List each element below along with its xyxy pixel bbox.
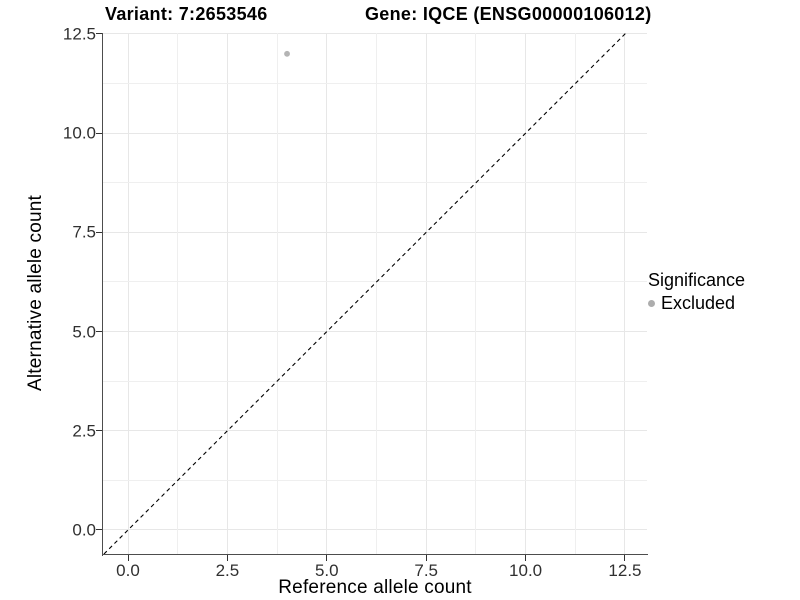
x-tick-mark [525, 555, 527, 561]
x-tick-label: 0.0 [116, 561, 140, 580]
x-tick-label: 10.0 [509, 561, 543, 580]
y-major-gridline [103, 231, 647, 233]
x-tick-label: 2.5 [215, 561, 240, 580]
y-tick-mark [96, 231, 102, 233]
plot-overlay [103, 33, 627, 554]
x-minor-gridline [276, 33, 278, 554]
plot-panel [103, 33, 647, 554]
x-tick-mark [127, 555, 129, 561]
data-point-excluded [284, 50, 290, 57]
x-tick-label: 7.5 [414, 561, 439, 580]
x-minor-gridline [475, 33, 477, 554]
y-tick-label: 2.5 [72, 421, 96, 441]
legend-entry-excluded: Excluded [648, 293, 745, 313]
x-minor-gridline [574, 33, 576, 554]
x-major-gridline [226, 33, 228, 554]
y-axis-label: Alternative allele count [25, 195, 46, 391]
x-minor-gridline [375, 33, 377, 554]
y-major-gridline [103, 132, 647, 134]
y-tick-mark [96, 33, 102, 35]
y-tick-label: 5.0 [72, 322, 96, 342]
legend-key-dot-icon [648, 299, 655, 307]
identity-dashed-line [103, 33, 627, 554]
y-tick-mark [96, 331, 102, 333]
y-tick-mark [96, 529, 102, 531]
x-major-gridline [425, 33, 427, 554]
plot-title-gene: Gene: IQCE (ENSG00000106012) [365, 4, 652, 24]
legend: Significance Excluded [648, 270, 745, 313]
x-major-gridline [525, 33, 527, 554]
y-major-gridline [103, 331, 647, 333]
y-tick-label: 0.0 [72, 520, 96, 540]
y-tick-label: 7.5 [72, 222, 96, 242]
x-major-gridline [127, 33, 129, 554]
y-tick-mark [96, 132, 102, 134]
y-tick-label: 10.0 [62, 123, 96, 143]
plot-title: Variant: 7:2653546 Gene: IQCE (ENSG00000… [0, 0, 800, 30]
x-tick-mark [425, 555, 427, 561]
x-axis-label: Reference allele count [278, 577, 472, 598]
y-tick-mark [96, 430, 102, 432]
y-minor-gridline [103, 182, 647, 184]
y-major-gridline [103, 33, 647, 35]
plot-title-variant: Variant: 7:2653546 [105, 4, 268, 24]
y-minor-gridline [103, 83, 647, 85]
x-tick-mark [326, 555, 328, 561]
x-axis-line [101, 553, 648, 555]
y-minor-gridline [103, 380, 647, 382]
x-major-gridline [326, 33, 328, 554]
x-tick-label: 12.5 [608, 561, 642, 580]
legend-title: Significance [648, 270, 746, 290]
y-axis-line [101, 33, 103, 556]
x-minor-gridline [177, 33, 179, 554]
y-tick-label: 12.5 [62, 24, 96, 44]
x-major-gridline [624, 33, 626, 554]
y-major-gridline [103, 529, 647, 531]
legend-entry-label: Excluded [661, 293, 736, 313]
y-minor-gridline [103, 281, 647, 283]
x-tick-mark [624, 555, 626, 561]
y-major-gridline [103, 430, 647, 432]
x-tick-label: 5.0 [314, 561, 339, 580]
y-minor-gridline [103, 479, 647, 481]
x-tick-mark [226, 555, 228, 561]
